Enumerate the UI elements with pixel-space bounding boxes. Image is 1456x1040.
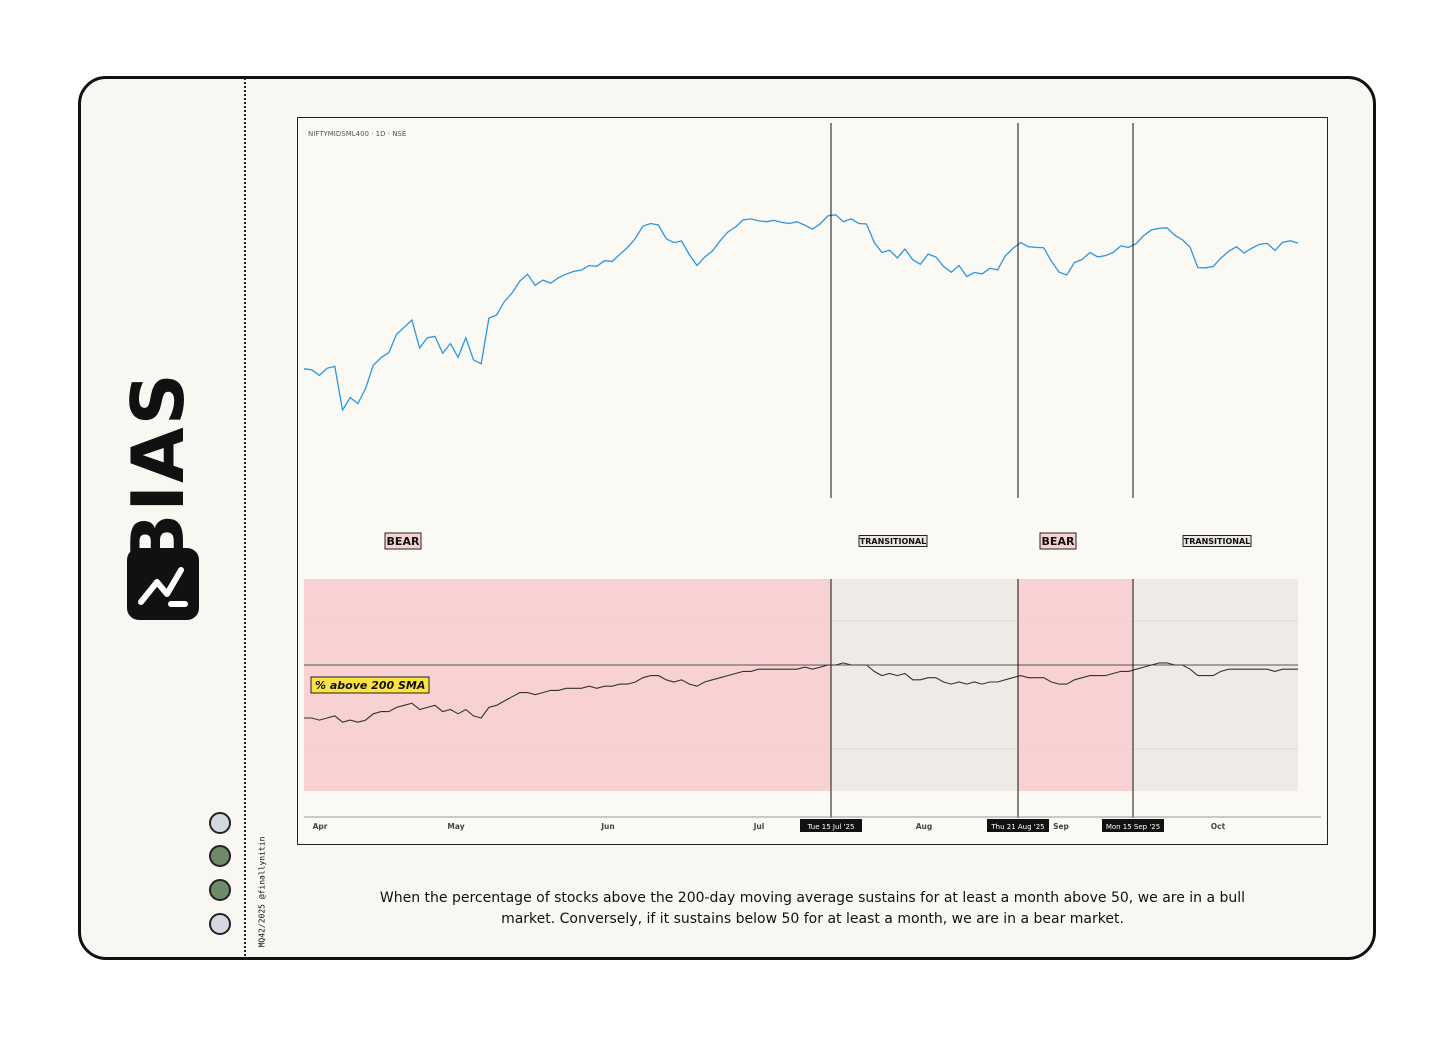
dotted-divider <box>244 78 246 960</box>
regime-label: BEAR <box>1042 535 1075 548</box>
status-dot <box>209 879 231 901</box>
x-tick-label: Jul <box>753 822 765 831</box>
x-tick-label: Sep <box>1053 822 1069 831</box>
breadth-line <box>304 662 1298 723</box>
x-tick-label: Jun <box>600 822 614 831</box>
regime-label-box <box>1039 532 1077 550</box>
regime-label-box <box>1182 535 1252 547</box>
date-marker-label: Tue 15 Jul '25 <box>807 823 855 831</box>
regime-label: TRANSITIONAL <box>1184 537 1250 546</box>
caption-line-1: When the percentage of stocks above the … <box>379 890 1246 906</box>
x-tick-label: Apr <box>313 822 328 831</box>
credit-handle: MQ42/2025 @finallynitin <box>257 836 267 948</box>
regime-band <box>831 579 1018 791</box>
date-marker-box <box>987 819 1049 832</box>
chart-frame: NIFTYMIDSML400 · 1D · NSE BEAR TRANSITION… <box>297 117 1328 845</box>
status-dot <box>209 913 231 935</box>
regime-label-box <box>384 532 422 550</box>
regime-label: TRANSITIONAL <box>860 537 926 546</box>
brand-name: BIAS <box>116 371 200 569</box>
date-marker-label: Mon 15 Sep '25 <box>1106 823 1160 831</box>
series-badge <box>310 676 430 694</box>
regime-band <box>1018 579 1133 791</box>
x-tick-label: Oct <box>1211 822 1226 831</box>
date-marker-label: Thu 21 Aug '25 <box>990 823 1044 831</box>
symbol-label: NIFTYMIDSML400 · 1D · NSE <box>308 130 406 138</box>
regime-band <box>1133 579 1298 791</box>
regime-label: BEAR <box>387 535 420 548</box>
status-dot <box>209 812 231 834</box>
series-badge-label: % above 200 SMA <box>315 679 425 692</box>
status-dot <box>209 845 231 867</box>
lightning-bolt-icon <box>127 548 199 620</box>
x-tick-label: Aug <box>916 822 933 831</box>
date-marker-box <box>800 819 862 832</box>
caption: When the percentage of stocks above the … <box>300 888 1325 930</box>
caption-line-2: market. Conversely, if it sustains below… <box>501 911 1124 927</box>
chart-svg: NIFTYMIDSML400 · 1D · NSE BEAR TRANSITION… <box>303 123 1321 832</box>
x-tick-label: May <box>447 822 464 831</box>
date-marker-box <box>1102 819 1164 832</box>
regime-label-box <box>858 535 928 547</box>
price-line <box>303 214 1299 412</box>
